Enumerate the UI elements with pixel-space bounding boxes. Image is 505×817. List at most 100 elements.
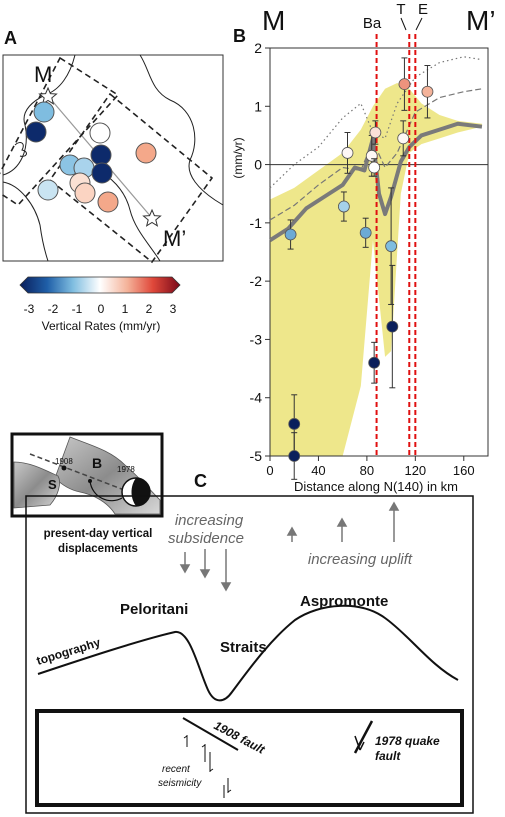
x-tick-label-1: 40 <box>311 463 325 478</box>
uncertainty-envelope <box>270 82 482 456</box>
profile-chart: 210-1-2-3-4-50 40 80 120 160 <box>250 34 489 480</box>
quake-1978-label-1: 1978 quake <box>375 734 440 748</box>
site-1 <box>25 121 47 143</box>
inset-label-s: S <box>48 477 57 492</box>
subsidence-label-2: subsidence <box>168 530 244 547</box>
coastline-calabria <box>139 54 224 206</box>
data-point-1 <box>288 418 301 430</box>
y-axis-label: (mm/yr) <box>231 137 245 178</box>
plot-frame <box>269 47 489 457</box>
y-tick-label-1: 1 <box>254 98 262 114</box>
x-tick-label-2: 80 <box>360 463 374 478</box>
site-9 <box>135 142 157 164</box>
seismicity-mark-2 <box>201 744 206 762</box>
site-3 <box>89 122 111 144</box>
data-point-13 <box>398 78 411 91</box>
y-tick-label-6: -4 <box>250 390 263 406</box>
x-tick-label-3: 120 <box>404 463 426 478</box>
arrow-down-3 <box>220 582 232 592</box>
map-label-m: M <box>34 62 52 87</box>
marker-arrow-t <box>400 17 407 31</box>
fault-1908-label: 1908 fault <box>212 718 268 757</box>
arrow-down-2 <box>199 569 211 579</box>
data-point-14 <box>421 85 434 98</box>
data-point-12 <box>397 132 410 145</box>
site-12 <box>97 191 119 213</box>
panel-a: A M M’ -3 -2 <box>0 28 224 333</box>
map-sites <box>25 101 157 213</box>
data-point-8 <box>369 126 382 139</box>
colorbar-tick-1: -3 <box>24 302 35 316</box>
smoothed-profile-line <box>268 121 483 243</box>
present-day-label-2: displacements <box>58 543 138 555</box>
data-point-5 <box>359 226 372 239</box>
present-day-label-1: present-day vertical <box>44 528 153 540</box>
inset-label-b: B <box>92 455 102 471</box>
colorbar-bar <box>19 276 181 294</box>
map-frame <box>2 54 224 262</box>
inset-epicenter-1908 <box>61 465 67 471</box>
straits-label: Straits <box>220 639 267 656</box>
inset-arrow <box>89 480 123 502</box>
colorbar-tick-2: -2 <box>48 302 59 316</box>
seismicity-mark-3 <box>209 752 214 772</box>
x-tick-label-4: 160 <box>453 463 475 478</box>
seismicity-mark-1 <box>183 735 188 747</box>
site-8 <box>91 162 113 184</box>
x-tick-label-0: 0 <box>266 463 273 478</box>
recent-seismicity-label-1: recent <box>162 764 191 775</box>
seismicity-mark-4 <box>227 778 232 793</box>
peloritani-label: Peloritani <box>120 601 188 618</box>
panel-c: C present-day vertical displacements inc… <box>25 471 474 814</box>
colorbar: -3 -2 -1 0 1 2 3 Vertical Rates (mm/yr) <box>19 276 181 333</box>
panel-label-b: B <box>233 26 246 46</box>
panel-b: B M M’ Ba T E 210-1-2-3-4-50 40 80 120 160 (… <box>231 1 496 494</box>
data-point-2 <box>288 450 301 462</box>
section-frame <box>25 495 474 814</box>
profile-end-m-prime: M’ <box>466 5 496 36</box>
data-point-7 <box>368 161 381 174</box>
y-tick-label-4: -2 <box>250 273 263 289</box>
y-tick-label-7: -5 <box>250 448 263 464</box>
uplift-label: increasing uplift <box>308 551 413 568</box>
recent-seismicity-label-2: seismicity <box>158 778 202 789</box>
star-m-icon <box>38 86 58 105</box>
data-point-11 <box>386 320 399 333</box>
site-4 <box>90 144 112 166</box>
coastline-sicily <box>2 54 76 176</box>
quake-1978-fault-line <box>353 720 374 754</box>
marker-label-t: T <box>396 1 405 18</box>
colorbar-tick-5: 1 <box>122 302 129 316</box>
coastline-islet <box>14 142 27 157</box>
fault-1908-line <box>182 717 239 751</box>
arrow-down-1 <box>179 564 191 574</box>
y-tick-label-5: -3 <box>250 331 263 347</box>
site-2 <box>33 101 55 123</box>
panel-label-c: C <box>194 471 207 491</box>
data-point-9 <box>368 356 381 369</box>
site-5 <box>37 179 59 201</box>
quake-1978-label-2: fault <box>375 749 401 763</box>
colorbar-tick-6: 2 <box>146 302 153 316</box>
fault-box <box>35 709 464 807</box>
y-tick-label-2: 0 <box>254 157 262 173</box>
colorbar-tick-4: 0 <box>98 302 105 316</box>
quake-1978-slip-arrow <box>354 735 365 751</box>
x-axis-label: Distance along N(140) in km <box>294 479 458 494</box>
arrow-up-3 <box>388 501 400 511</box>
data-point-6 <box>365 149 378 162</box>
data-point-10 <box>385 240 398 253</box>
marker-arrow-e <box>415 17 423 31</box>
y-tick-label-0: 2 <box>254 40 262 56</box>
inset-label-1978: 1978 <box>117 465 135 474</box>
colorbar-label: Vertical Rates (mm/yr) <box>42 319 161 333</box>
data-point-0 <box>284 228 297 241</box>
profile-end-m: M <box>262 5 285 36</box>
seismicity-marks <box>183 735 232 798</box>
map-label-m-prime: M’ <box>163 226 186 251</box>
colorbar-tick-3: -1 <box>72 302 83 316</box>
y-tick-label-3: -1 <box>250 215 263 231</box>
inset-label-1908: 1908 <box>55 457 73 466</box>
arrow-up-1 <box>286 526 298 536</box>
